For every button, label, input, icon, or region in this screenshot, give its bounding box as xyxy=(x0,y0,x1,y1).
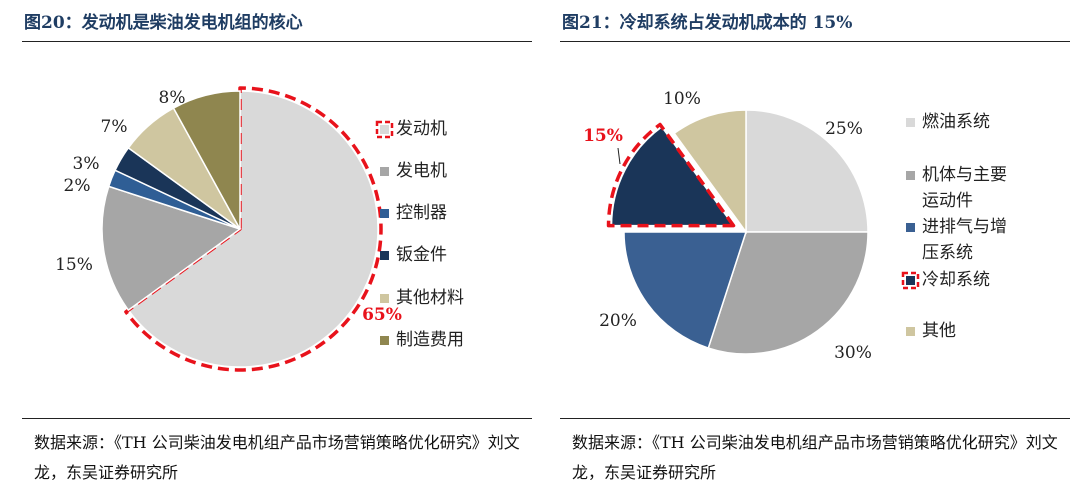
title-divider xyxy=(22,41,532,42)
legend-label: 发动机 xyxy=(396,119,447,139)
legend-label: 发电机 xyxy=(396,161,447,181)
legend-label: 压系统 xyxy=(922,243,973,263)
pie-slice-0 xyxy=(745,109,869,233)
slice-value-label: 10% xyxy=(663,89,701,109)
leader-line xyxy=(617,147,621,165)
legend-swatch xyxy=(380,336,389,345)
legend-swatch xyxy=(380,125,389,134)
source-divider xyxy=(22,418,532,419)
pie-slice-5 xyxy=(172,90,241,230)
left-chart-panel: 图20：发动机是柴油发电机组的核心 65% 15% 2% 3% 7% 8% 发动机发电机控制… xyxy=(22,0,532,499)
pie-slice-4 xyxy=(673,109,747,235)
slice-value-label: 20% xyxy=(599,311,637,331)
slice-value-label: 15% xyxy=(55,255,93,275)
legend-swatch xyxy=(906,327,915,336)
right-pie-chart: 25% 30% 20% 15% 10% 燃油系统机体与主要运动件进排气与增压系统冷却系统其… xyxy=(583,89,1007,363)
legend-label: 运动件 xyxy=(922,191,973,211)
slice-value-label: 25% xyxy=(825,119,863,139)
source-divider xyxy=(560,418,1070,419)
source-note: 数据来源：《TH 公司柴油发电机组产品市场营销策略优化研究》刘文龙，东吴证券研究… xyxy=(572,433,1058,482)
slice-value-label: 8% xyxy=(159,88,186,108)
legend-label: 钣金件 xyxy=(396,245,447,265)
chart-title: 图21：冷却系统占发动机成本的 15% xyxy=(562,13,853,33)
chart-title: 图20：发动机是柴油发电机组的核心 xyxy=(24,13,303,33)
legend-highlight-marker xyxy=(375,120,394,139)
legend-label: 燃油系统 xyxy=(922,112,990,132)
title-divider xyxy=(560,41,1070,42)
highlight-outline xyxy=(124,86,383,372)
slice-value-label: 15% xyxy=(583,126,623,146)
legend-swatch xyxy=(906,276,915,285)
legend-label: 其他材料 xyxy=(396,288,464,308)
source-note: 数据来源：《TH 公司柴油发电机组产品市场营销策略优化研究》刘文龙，东吴证券研究… xyxy=(34,433,520,482)
pie-slice-0 xyxy=(127,90,379,368)
legend-label: 冷却系统 xyxy=(922,270,990,290)
legend-label: 其他 xyxy=(922,321,956,341)
slice-value-label: 65% xyxy=(362,305,402,325)
slice-value-label: 7% xyxy=(101,117,128,137)
right-chart-panel: 图21：冷却系统占发动机成本的 15% 25% 30% 20% 15% 10% 燃油系统机… xyxy=(560,0,1070,499)
slice-value-label: 2% xyxy=(64,176,91,196)
legend-swatch xyxy=(380,294,389,303)
legend-swatch xyxy=(906,171,915,180)
legend-swatch xyxy=(906,223,915,232)
legend-swatch xyxy=(380,209,389,218)
legend-label: 制造费用 xyxy=(396,330,464,350)
legend-label: 控制器 xyxy=(396,203,447,223)
pie-slice-1 xyxy=(707,231,869,355)
legend-highlight-marker xyxy=(901,271,920,290)
legend-label: 机体与主要 xyxy=(922,165,1007,185)
legend-swatch xyxy=(380,251,389,260)
legend-label: 进排气与增 xyxy=(922,217,1007,237)
slice-value-label: 30% xyxy=(834,343,872,363)
legend-swatch xyxy=(906,118,915,127)
pie-slice-2 xyxy=(623,231,748,349)
legend-swatch xyxy=(380,167,389,176)
pie-slice-1 xyxy=(101,185,242,312)
slice-value-label: 3% xyxy=(73,154,100,174)
pie-slice-3 xyxy=(610,125,735,227)
